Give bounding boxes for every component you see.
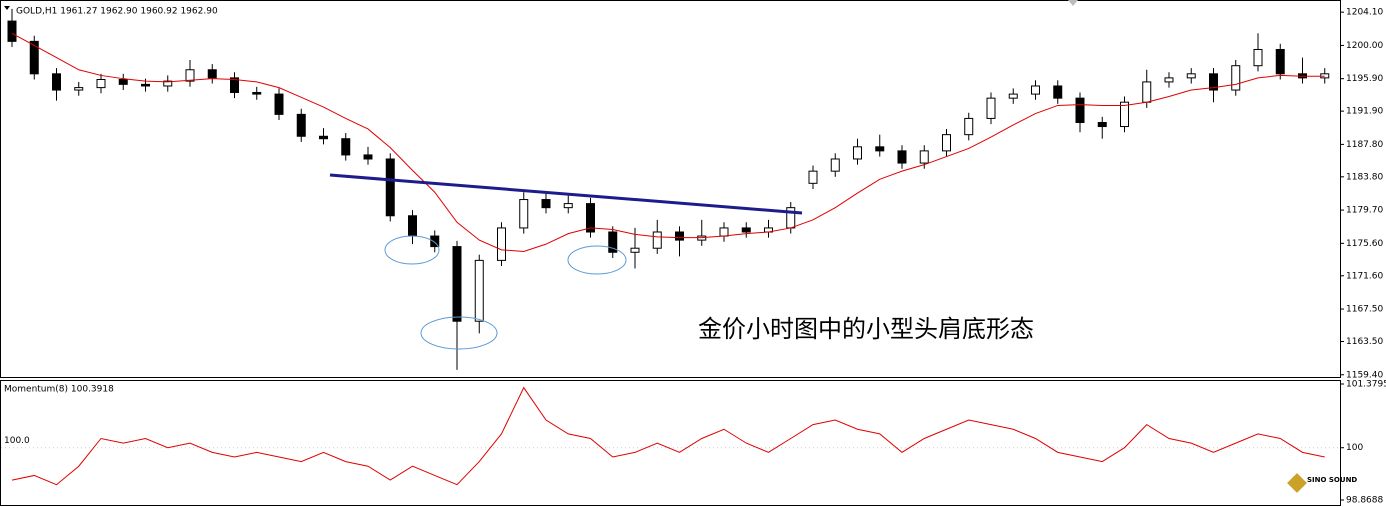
candle-body [29, 40, 39, 75]
right-shoulder-circle [567, 245, 627, 275]
candle-body [1186, 73, 1196, 79]
candle-body [853, 146, 862, 160]
shift-marker [1068, 0, 1078, 6]
y-tick-label: 101.3795 [1346, 380, 1386, 390]
candle-body [1075, 97, 1085, 123]
candle-body [541, 199, 551, 209]
candle-body [1231, 65, 1241, 91]
candle-body [652, 231, 662, 249]
candle-body [897, 150, 907, 164]
neckline [329, 173, 803, 215]
level-label: 100.0 [4, 436, 30, 446]
watermark: SINO SOUND [1307, 476, 1357, 484]
candle-body [497, 227, 506, 261]
candle-body [163, 80, 173, 87]
candle-body [118, 78, 128, 85]
candle-body [296, 113, 306, 137]
annotation: 金价小时图中的小型头肩底形态 [698, 315, 1034, 343]
y-tick-label: 1163.50 [1346, 337, 1383, 347]
candle-body [385, 158, 395, 217]
candle-body [808, 170, 818, 184]
candle-body [586, 203, 595, 233]
left-shoulder-circle [384, 235, 440, 265]
candle-body [630, 247, 640, 253]
main-frame [0, 0, 1341, 378]
y-tick-label: 1187.80 [1346, 140, 1383, 150]
y-tick-label: 1167.50 [1346, 305, 1383, 315]
candle-body [519, 199, 529, 229]
candle-body [1209, 73, 1218, 91]
candle-body [474, 259, 484, 322]
candle-body [430, 235, 440, 248]
candle-body [1120, 101, 1129, 128]
candle-body [1142, 81, 1152, 103]
moving-average [11, 32, 1325, 252]
candle-body [452, 246, 462, 322]
y-tick-label: 1195.90 [1346, 74, 1383, 84]
y-tick-label: 1171.60 [1346, 271, 1383, 281]
y-tick-label: 1191.90 [1346, 107, 1383, 117]
candle-body [1031, 85, 1040, 95]
candle-body [319, 135, 328, 140]
candle-body [1053, 85, 1063, 99]
momentum-line [11, 386, 1325, 486]
candle-body [274, 93, 284, 115]
y-tick-label: 98.8688 [1346, 496, 1383, 506]
candle-body [1008, 93, 1018, 99]
candle-body [96, 78, 106, 89]
candle-body [408, 215, 417, 237]
candle-body [207, 69, 217, 79]
momentum-title: Momentum(8) 100.3918 [4, 385, 114, 395]
candle-body [7, 20, 17, 42]
y-tick-label: 1200.00 [1346, 41, 1383, 51]
candle-body [608, 231, 618, 253]
candle-body [563, 203, 573, 209]
head-circle [420, 316, 498, 350]
candle-body [741, 227, 751, 233]
candle-body [1253, 48, 1263, 67]
main-plot [7, 8, 1330, 370]
momentum-frame [0, 380, 1341, 506]
chart-title: GOLD,H1 1961.27 1962.90 1960.92 1962.90 [16, 7, 218, 17]
candle-body [964, 117, 974, 136]
candle-body [942, 134, 951, 152]
candle-body [230, 77, 239, 93]
candle-body [675, 231, 684, 241]
y-tick-label: 1183.80 [1346, 172, 1383, 182]
y-tick-label: 1179.70 [1346, 206, 1383, 216]
candle-body [52, 73, 61, 91]
candle-body [719, 227, 729, 237]
candle-body [74, 87, 84, 91]
menu-arrow [4, 6, 10, 10]
candle-body [341, 138, 351, 156]
candle-body [986, 97, 996, 119]
y-tick-label: 1159.40 [1346, 370, 1383, 380]
candle-body [363, 154, 373, 160]
y-tick-label: 100 [1346, 443, 1363, 453]
candle-body [1097, 121, 1107, 128]
candle-body [875, 146, 885, 152]
y-tick-label: 1204.10 [1346, 8, 1383, 18]
candle-body [185, 69, 195, 82]
candle-body [919, 150, 929, 164]
candle-body [830, 158, 840, 172]
y-tick-label: 1175.60 [1346, 239, 1383, 249]
candle-body [1275, 48, 1285, 75]
watermark-logo [1287, 473, 1307, 493]
candle-body [141, 83, 150, 87]
candle-body [252, 91, 262, 95]
candle-body [1164, 77, 1174, 83]
